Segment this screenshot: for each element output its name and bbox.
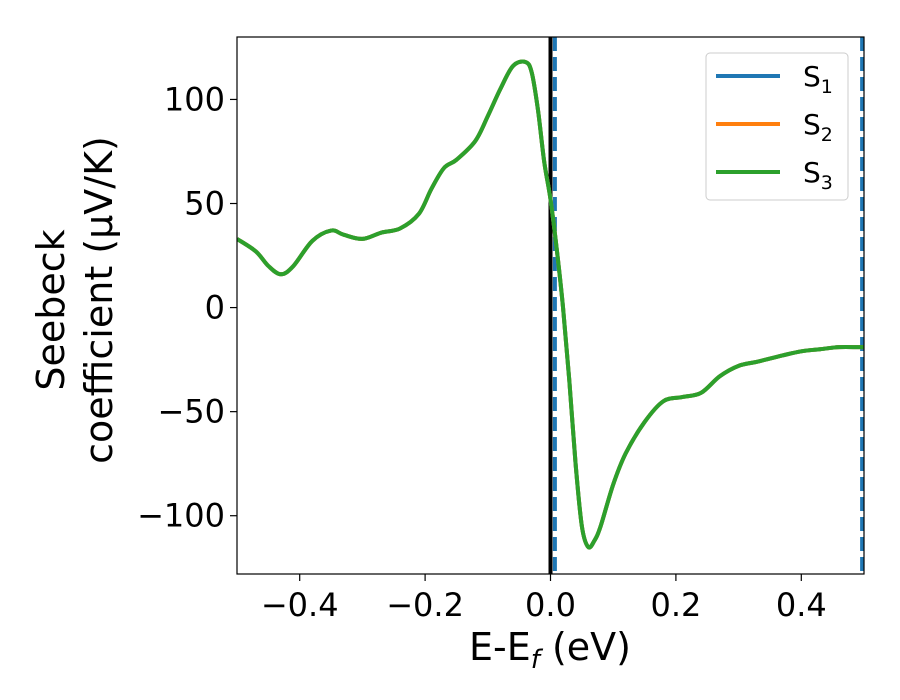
legend-label-s2: S2 <box>803 108 833 146</box>
legend-label-s2-main: S <box>803 108 821 141</box>
x-tick-label: 0.4 <box>776 586 827 624</box>
y-tick-label: −50 <box>157 393 225 431</box>
legend-box <box>705 52 849 201</box>
y-axis: −100 −50 0 50 100 <box>137 80 237 535</box>
legend-label-s3-sub: 3 <box>821 172 833 194</box>
x-axis-title: E-Ef (eV) <box>469 625 631 675</box>
x-tick-label: 0.0 <box>525 586 576 624</box>
legend-label-s3-main: S <box>803 156 821 189</box>
legend-label-s3: S3 <box>803 156 833 194</box>
x-axis-title-main: E-E <box>469 625 531 669</box>
y-axis-title-line1: Seebeck <box>29 229 73 390</box>
series-layer <box>237 59 864 550</box>
legend: S1 S2 S3 <box>705 52 849 201</box>
x-axis-title-unit: (eV) <box>540 625 631 669</box>
legend-label-s1-main: S <box>803 60 821 93</box>
reference-lines <box>548 37 864 574</box>
x-axis: −0.4 −0.2 0.0 0.2 0.4 <box>261 574 827 624</box>
x-tick-label: 0.2 <box>650 586 701 624</box>
x-tick-label: −0.2 <box>386 586 464 624</box>
y-tick-label: 100 <box>164 80 225 118</box>
y-axis-title-line2: coefficient (μV/K) <box>77 136 121 464</box>
legend-label-s2-sub: 2 <box>821 124 833 146</box>
y-tick-label: −100 <box>137 497 225 535</box>
y-tick-label: 50 <box>184 185 225 223</box>
series-line-s3 <box>237 59 864 550</box>
legend-label-s1: S1 <box>803 60 833 98</box>
legend-label-s1-sub: 1 <box>821 76 833 98</box>
x-tick-label: −0.4 <box>261 586 339 624</box>
y-tick-label: 0 <box>205 289 225 327</box>
